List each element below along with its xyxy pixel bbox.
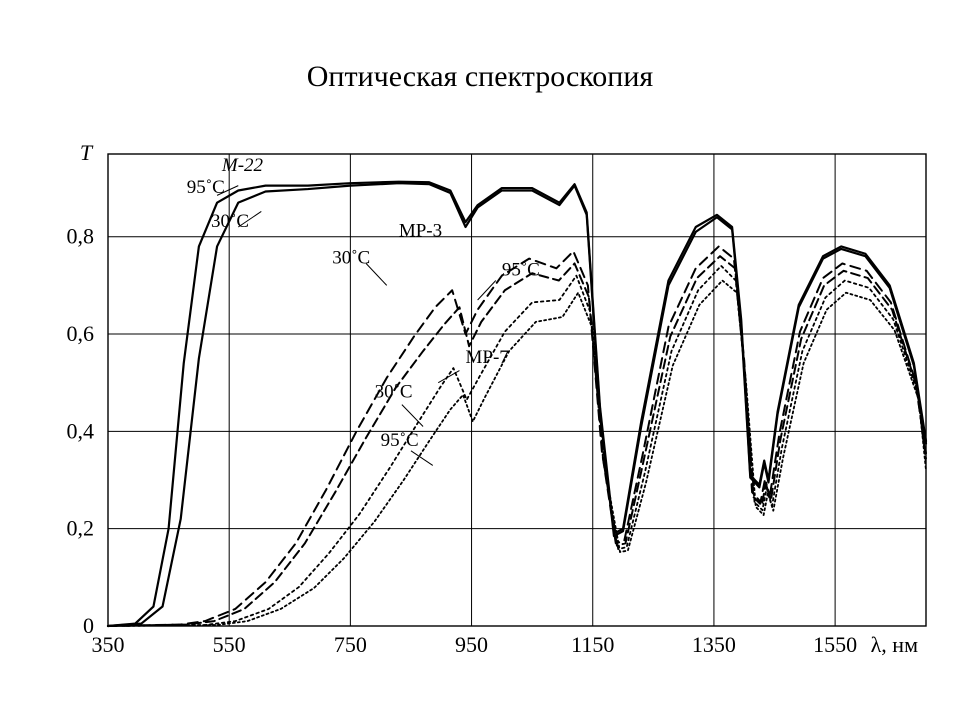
svg-text:30˚C: 30˚C xyxy=(211,211,249,232)
svg-text:350: 350 xyxy=(92,632,125,657)
spectroscopy-chart: 350 550 750 950 1150 1350 1550 λ, нм 0 0,2 0,4 0,6 0… xyxy=(24,140,936,680)
svg-text:950: 950 xyxy=(455,632,488,657)
svg-text:550: 550 xyxy=(213,632,246,657)
svg-text:0,4: 0,4 xyxy=(67,418,95,443)
svg-text:λ, нм: λ, нм xyxy=(871,632,918,657)
svg-text:95˚C: 95˚C xyxy=(502,260,540,281)
svg-text:0,6: 0,6 xyxy=(67,321,95,346)
svg-text:M-22: M-22 xyxy=(221,155,264,176)
svg-text:30˚C: 30˚C xyxy=(332,247,370,268)
svg-text:1550: 1550 xyxy=(813,632,857,657)
page-root: Оптическая спектроскопия 350 550 750 950 115… xyxy=(0,0,960,720)
svg-text:30˚C: 30˚C xyxy=(375,381,413,402)
svg-text:1150: 1150 xyxy=(571,632,614,657)
svg-text:0,2: 0,2 xyxy=(67,516,95,541)
svg-text:0,8: 0,8 xyxy=(67,224,95,249)
svg-text:95˚C: 95˚C xyxy=(381,430,419,451)
svg-text:0: 0 xyxy=(83,613,94,638)
svg-text:750: 750 xyxy=(334,632,367,657)
svg-text:T: T xyxy=(80,140,94,165)
svg-text:МР-7: МР-7 xyxy=(465,347,508,368)
svg-text:МР-3: МР-3 xyxy=(399,221,442,242)
chart-container: 350 550 750 950 1150 1350 1550 λ, нм 0 0,2 0,4 0,6 0… xyxy=(24,140,936,680)
page-title: Оптическая спектроскопия xyxy=(0,60,960,94)
svg-text:95˚C: 95˚C xyxy=(187,177,225,198)
svg-text:1350: 1350 xyxy=(692,632,736,657)
